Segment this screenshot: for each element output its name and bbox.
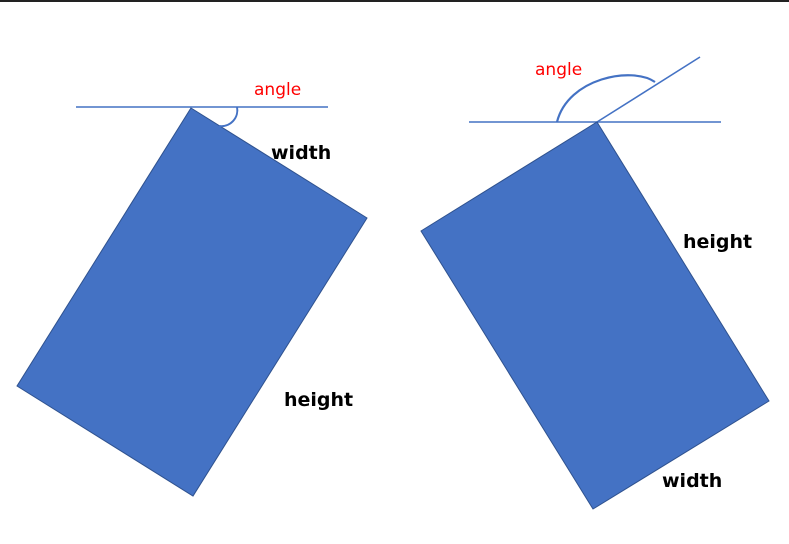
right-rectangle (420, 121, 770, 510)
right-angle-arc (555, 74, 656, 123)
left-rectangle (16, 107, 368, 497)
right-height-label: height (683, 231, 752, 253)
left-width-label: width (271, 142, 331, 164)
right-extension-line (596, 56, 701, 123)
left-angle-label: angle (254, 80, 301, 100)
left-diagram: angle width height (16, 80, 368, 497)
right-width-label: width (662, 470, 722, 492)
top-border (0, 0, 789, 2)
left-height-label: height (284, 389, 353, 411)
right-angle-label: angle (535, 60, 582, 80)
left-angle-arc (218, 106, 239, 128)
right-diagram: angle height width (420, 56, 770, 510)
